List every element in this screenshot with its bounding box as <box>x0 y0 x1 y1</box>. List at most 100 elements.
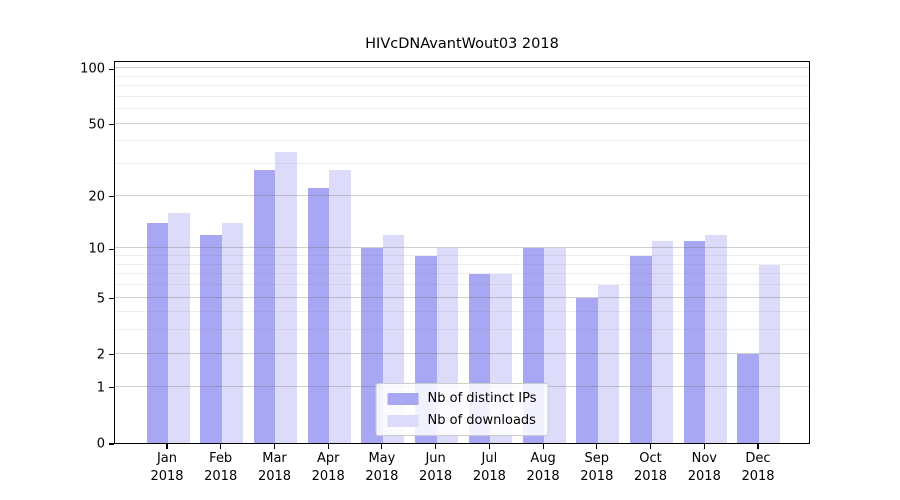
y-tick-mark-100 <box>109 68 114 70</box>
y-tick-label-1: 1 <box>96 380 105 396</box>
x-tick-month: Oct <box>639 451 662 466</box>
minor-gridline-60 <box>115 108 809 110</box>
x-tick-label-sep: Sep 2018 <box>580 450 613 486</box>
x-tick-year: 2018 <box>687 469 721 485</box>
y-tick-mark-20 <box>109 196 114 198</box>
x-tick-year: 2018 <box>526 469 560 485</box>
x-tick-month: Apr <box>316 451 340 466</box>
x-tick-mark-jan <box>166 444 168 449</box>
minor-gridline-9 <box>115 255 809 256</box>
y-tick-label-50: 50 <box>88 117 105 133</box>
bar-distinct-ips-jan <box>146 223 168 443</box>
legend: Nb of distinct IPs Nb of downloads <box>375 383 549 436</box>
plot-area: Nb of distinct IPs Nb of downloads <box>114 61 810 444</box>
x-tick-label-jul: Jul 2018 <box>473 450 506 486</box>
major-gridline-50 <box>115 122 809 124</box>
x-tick-month: Feb <box>209 451 233 466</box>
bar-distinct-ips-nov <box>683 241 706 443</box>
x-tick-month: Jul <box>481 451 498 466</box>
y-tick-mark-0 <box>109 443 114 445</box>
legend-row-downloads: Nb of downloads <box>387 413 537 428</box>
bar-distinct-ips-feb <box>200 234 222 443</box>
y-tick-label-100: 100 <box>80 61 105 77</box>
x-tick-mark-jul <box>488 444 490 449</box>
y-tick-mark-5 <box>109 297 114 300</box>
bar-downloads-oct <box>651 241 674 443</box>
x-tick-month: Nov <box>691 451 717 466</box>
x-tick-year: 2018 <box>257 469 292 485</box>
x-tick-month: Aug <box>530 451 556 466</box>
bar-downloads-feb <box>221 223 244 443</box>
minor-gridline-6 <box>115 284 809 285</box>
bar-distinct-ips-dec <box>737 353 759 443</box>
x-tick-mark-feb <box>220 444 222 449</box>
bar-distinct-ips-apr <box>307 188 330 443</box>
major-gridline-10 <box>115 247 809 249</box>
x-tick-mark-aug <box>542 444 544 449</box>
bar-downloads-dec <box>758 264 781 443</box>
x-tick-mark-dec <box>757 444 759 449</box>
legend-swatch-distinct-ips <box>387 392 419 405</box>
bar-downloads-apr <box>329 169 351 443</box>
y-tick-mark-10 <box>109 248 114 250</box>
minor-gridline-4 <box>115 311 809 313</box>
x-tick-year: 2018 <box>580 469 614 485</box>
y-tick-mark-50 <box>109 124 114 126</box>
x-tick-mark-mar <box>273 444 276 449</box>
y-tick-label-20: 20 <box>88 189 105 205</box>
legend-label-distinct-ips: Nb of distinct IPs <box>427 391 537 406</box>
legend-row-distinct-ips: Nb of distinct IPs <box>387 391 537 406</box>
x-tick-label-jun: Jun 2018 <box>419 450 452 486</box>
y-tick-label-2: 2 <box>96 347 105 363</box>
chart-title: HIVcDNAvantWout03 2018 <box>365 36 559 52</box>
bar-distinct-ips-oct <box>630 256 652 443</box>
bar-downloads-sep <box>597 285 620 443</box>
x-tick-year: 2018 <box>311 469 345 485</box>
major-gridline-20 <box>115 194 809 196</box>
x-tick-label-feb: Feb 2018 <box>204 450 237 486</box>
x-tick-month: Jun <box>425 451 446 466</box>
bar-distinct-ips-mar <box>253 169 276 443</box>
x-tick-label-nov: Nov 2018 <box>688 450 721 486</box>
x-tick-year: 2018 <box>741 469 775 485</box>
x-tick-label-dec: Dec 2018 <box>741 450 774 486</box>
x-tick-label-apr: Apr 2018 <box>312 450 345 486</box>
x-tick-label-oct: Oct 2018 <box>634 450 667 486</box>
x-tick-label-jan: Jan 2018 <box>150 450 183 486</box>
major-gridline-5 <box>115 296 809 298</box>
minor-gridline-8 <box>115 263 809 265</box>
x-tick-mark-apr <box>327 444 329 449</box>
y-tick-label-5: 5 <box>96 291 105 306</box>
x-tick-mark-jun <box>435 444 437 449</box>
x-tick-month: May <box>368 451 396 466</box>
x-tick-month: Mar <box>262 451 287 466</box>
major-gridline-100 <box>115 67 809 69</box>
y-tick-label-10: 10 <box>88 241 105 257</box>
minor-gridline-30 <box>115 163 809 165</box>
y-tick-mark-2 <box>109 354 114 356</box>
x-tick-month: Dec <box>745 451 771 466</box>
minor-gridline-80 <box>115 85 809 87</box>
x-tick-year: 2018 <box>150 469 184 485</box>
y-tick-mark-1 <box>109 387 114 389</box>
minor-gridline-7 <box>115 273 809 275</box>
x-tick-label-mar: Mar 2018 <box>258 450 291 486</box>
minor-gridline-70 <box>115 95 809 97</box>
x-tick-label-aug: Aug 2018 <box>527 450 560 486</box>
legend-label-downloads: Nb of downloads <box>427 413 536 428</box>
major-gridline-2 <box>115 352 809 354</box>
x-tick-mark-may <box>381 444 383 449</box>
x-tick-year: 2018 <box>472 469 506 485</box>
x-tick-year: 2018 <box>419 469 453 485</box>
bar-downloads-jan <box>168 212 190 443</box>
x-tick-year: 2018 <box>365 469 399 485</box>
x-tick-label-may: May 2018 <box>365 450 398 486</box>
x-tick-mark-sep <box>596 444 598 449</box>
x-tick-month: Jan <box>156 451 178 466</box>
legend-swatch-downloads <box>387 414 419 427</box>
bar-downloads-mar <box>275 152 297 443</box>
x-tick-year: 2018 <box>204 469 238 485</box>
x-tick-year: 2018 <box>633 469 668 485</box>
minor-gridline-3 <box>115 329 809 331</box>
